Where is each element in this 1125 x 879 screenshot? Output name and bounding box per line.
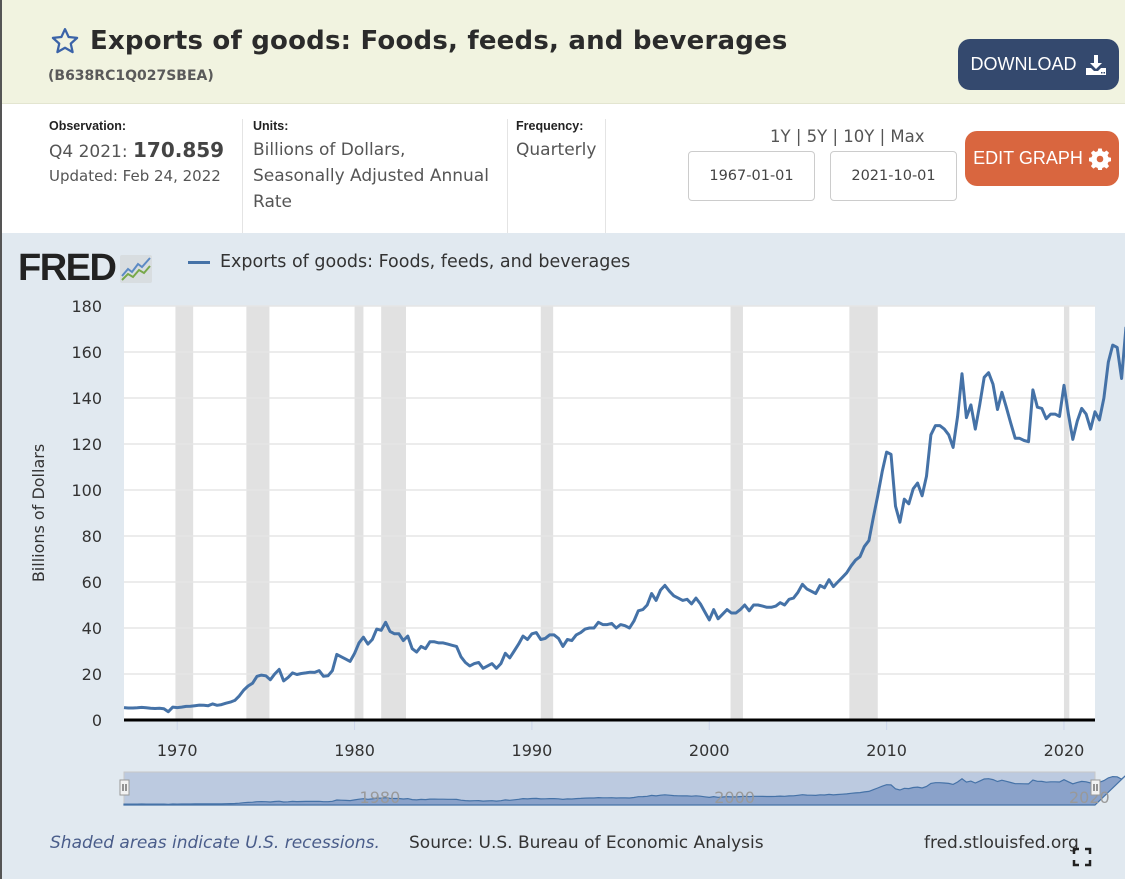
recession-band: [730, 306, 743, 720]
end-date-input[interactable]: 2021-10-01: [830, 151, 957, 201]
navigator-label: 1980: [360, 788, 401, 807]
range-selector: 1Y | 5Y | 10Y | Max: [770, 127, 925, 146]
gear-icon: [1088, 147, 1111, 170]
fred-chart-logo-icon: [120, 254, 153, 283]
range-5y[interactable]: 5Y: [806, 127, 828, 146]
series-metadata: Observation: Q4 2021: 170.859 Updated: F…: [2, 105, 1125, 233]
frequency-label: Frequency:: [516, 119, 584, 133]
units-line-2: Seasonally Adjusted Annual: [253, 166, 489, 186]
series-header: Exports of goods: Foods, feeds, and beve…: [2, 0, 1125, 104]
divider: [605, 119, 606, 233]
y-axis-label: Billions of Dollars: [29, 444, 48, 582]
download-label: DOWNLOAD: [970, 54, 1077, 74]
y-tick-label: 180: [71, 297, 102, 316]
start-date-input[interactable]: 1967-01-01: [688, 151, 815, 201]
observation-value-line: Q4 2021: 170.859: [49, 137, 224, 165]
legend-swatch: [188, 260, 210, 264]
x-tick-label: 1980: [334, 741, 375, 760]
range-10y[interactable]: 10Y: [843, 127, 875, 146]
recession-note: Shaded areas indicate U.S. recessions.: [50, 833, 380, 853]
series-line: [123, 326, 1125, 714]
title-row: Exports of goods: Foods, feeds, and beve…: [50, 26, 788, 56]
y-tick-label: 0: [92, 711, 102, 730]
y-tick-label: 80: [82, 527, 102, 546]
recession-band: [246, 306, 270, 720]
navigator-series: [123, 775, 1125, 806]
y-tick-label: 120: [71, 435, 102, 454]
plot-area: [124, 306, 1095, 720]
range-1y[interactable]: 1Y: [770, 127, 791, 146]
units-line-1: Billions of Dollars,: [253, 140, 406, 160]
updated-date: Updated: Feb 24, 2022: [49, 167, 221, 185]
recession-band: [1063, 306, 1070, 720]
recession-band: [381, 306, 406, 720]
fred-logo[interactable]: FRED: [18, 247, 153, 290]
observation-value: 170.859: [133, 138, 225, 162]
frequency-value: Quarterly: [516, 140, 597, 160]
y-tick-label: 20: [82, 665, 102, 684]
x-tick-label: 1990: [512, 741, 553, 760]
recession-band: [175, 306, 194, 720]
x-tick-label: 2000: [689, 741, 730, 760]
handle-box: [1090, 779, 1101, 796]
units-block: Units: Billions of Dollars, Seasonally A…: [253, 119, 489, 215]
navigator-right-handle[interactable]: [1090, 779, 1101, 796]
edit-graph-button[interactable]: EDIT GRAPH: [965, 131, 1119, 186]
legend-label: Exports of goods: Foods, feeds, and beve…: [220, 252, 631, 272]
chart-svg: 0 20 40 60 80 100 120 140 160 180 Billions of Doll…: [29, 297, 1125, 807]
navigator-label: 2000: [714, 788, 755, 807]
download-button[interactable]: DOWNLOAD: [958, 39, 1119, 90]
range-max[interactable]: Max: [890, 127, 925, 146]
favorite-star-icon[interactable]: [50, 26, 80, 56]
fullscreen-icon[interactable]: [1072, 847, 1092, 867]
series-id: (B638RC1Q027SBEA): [48, 68, 214, 84]
navigator-left-handle[interactable]: [119, 779, 130, 796]
observation-period: Q4 2021:: [49, 142, 128, 162]
x-tick-label: 2020: [1044, 741, 1085, 760]
range-separator: |: [832, 127, 839, 146]
y-tick-label: 100: [71, 481, 102, 500]
units-line-3: Rate: [253, 192, 292, 212]
x-tick-label: 2010: [866, 741, 907, 760]
navigator-label: 2020: [1069, 788, 1110, 807]
observation-block: Observation: Q4 2021: 170.859 Updated: F…: [49, 119, 224, 185]
fred-logo-text: FRED: [18, 247, 117, 289]
divider: [242, 119, 243, 233]
range-separator: |: [879, 127, 886, 146]
graph-container: 0 20 40 60 80 100 120 140 160 180 Billions of Doll…: [2, 233, 1125, 879]
recession-band: [354, 306, 364, 720]
y-tick-label: 140: [71, 389, 102, 408]
observation-label: Observation:: [49, 119, 127, 133]
edit-graph-label: EDIT GRAPH: [973, 148, 1083, 168]
x-tick-label: 1970: [157, 741, 198, 760]
y-tick-label: 160: [71, 343, 102, 362]
handle-box: [119, 779, 130, 796]
divider: [507, 119, 508, 233]
units-label: Units:: [253, 119, 289, 133]
source-note: Source: U.S. Bureau of Economic Analysis: [409, 833, 764, 853]
range-separator: |: [795, 127, 802, 146]
chart-legend: Exports of goods: Foods, feeds, and beve…: [188, 252, 630, 272]
recession-band: [540, 306, 554, 720]
y-tick-label: 40: [82, 619, 102, 638]
fred-url-link[interactable]: fred.stlouisfed.org: [924, 833, 1079, 853]
y-tick-label: 60: [82, 573, 102, 592]
download-icon: [1085, 54, 1106, 75]
frequency-block: Frequency: Quarterly: [516, 119, 596, 163]
series-title: Exports of goods: Foods, feeds, and beve…: [90, 26, 788, 56]
